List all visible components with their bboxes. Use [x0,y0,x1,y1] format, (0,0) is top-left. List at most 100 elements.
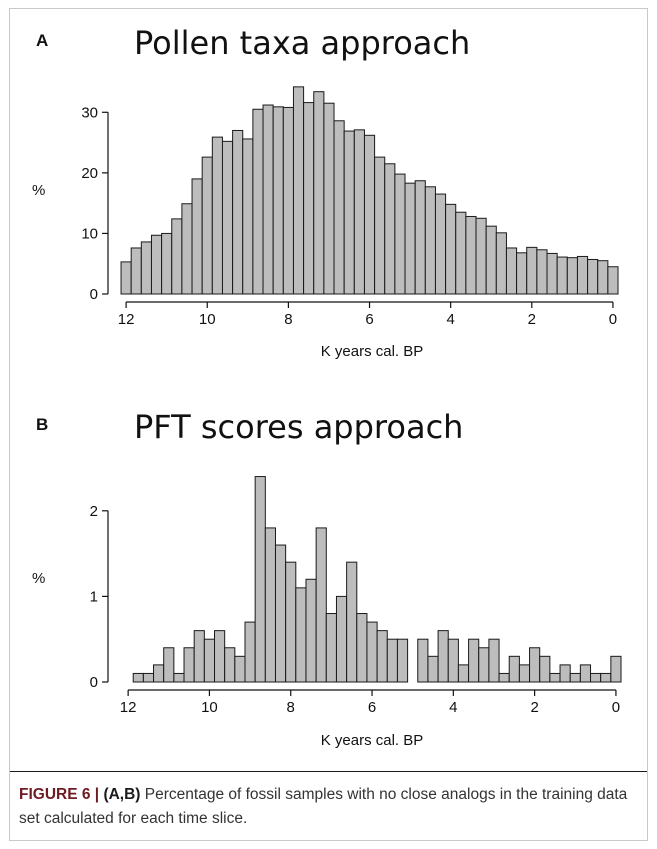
bar [485,225,497,295]
bar [600,672,612,683]
bar [325,613,337,683]
chart-title-b: PFT scores approach [134,408,463,446]
bar [142,672,155,683]
y-tick-label: 0 [90,674,98,691]
bar [468,638,480,683]
bar [181,203,193,295]
caption-panels: (A,B) [103,786,141,803]
bar [285,561,297,683]
bar [313,91,325,295]
bar [356,613,368,683]
x-tick-label: 10 [201,699,218,716]
y-tick-label: 10 [81,225,98,242]
bar [457,664,470,683]
bar [455,211,467,295]
chart-title-a: Pollen taxa approach [134,24,470,62]
bar [193,630,205,683]
bar [404,182,416,295]
bar [173,672,185,683]
bar [488,638,500,683]
bar [353,129,365,295]
bars-b [132,476,622,683]
bar [214,630,226,683]
bar [579,664,592,683]
x-tick-label: 8 [287,699,295,716]
bar [262,104,274,295]
bar [203,638,216,683]
y-tick-label: 2 [90,503,98,520]
y-tick-label: 1 [90,588,98,605]
bar [427,655,439,683]
x-tick-label: 10 [199,311,216,328]
bar [303,102,315,295]
bar [597,260,609,295]
bar [120,261,132,295]
bar [559,664,571,683]
bar [610,655,622,683]
bar [224,647,236,683]
bar [282,106,294,295]
bar [590,672,602,683]
bar [366,621,378,683]
bar [529,647,541,683]
bar [140,241,152,295]
bar [417,638,429,683]
bar [384,163,396,295]
y-axis-label-b: % [32,570,45,587]
bar [386,638,398,683]
caption-text: Percentage of fossil samples with no clo… [19,786,628,827]
bar [505,247,518,295]
bar [323,102,335,295]
bar [607,266,619,295]
bar [396,638,409,683]
chart-panel-a: A Pollen taxa approach % K years cal. BP… [32,24,619,360]
bar [132,672,144,683]
bar [335,595,348,683]
x-axis-label-a: K years cal. BP [321,343,424,360]
bar [343,130,355,295]
bar [264,527,276,683]
x-tick-label: 12 [118,311,135,328]
bar [424,186,436,295]
x-tick-label: 2 [530,699,538,716]
y-tick-label: 0 [90,286,98,303]
bar [201,156,213,295]
x-tick-label: 0 [612,699,620,716]
bar [191,178,203,295]
bar [183,647,195,683]
bar [254,476,266,683]
bar [587,258,599,295]
bars-a [120,86,619,295]
caption-figure-label: FIGURE 6 | [19,786,100,803]
bar [315,527,327,683]
bar [150,234,163,295]
y-tick-label: 20 [81,165,98,182]
bar [130,247,142,295]
chart-panel-b: B PFT scores approach % K years cal. BP … [32,408,622,749]
x-tick-label: 6 [368,699,376,716]
bar [232,129,244,295]
x-tick-label: 8 [284,311,292,328]
bar [546,252,558,295]
bar [242,138,254,295]
bar [292,86,305,295]
bar [153,664,165,683]
bar [295,587,307,683]
x-tick-label: 6 [365,311,373,328]
bar [363,134,376,295]
panel-label-a: A [36,31,48,50]
bar [333,120,345,295]
bar [374,156,386,295]
bar [566,257,578,295]
bar [376,630,388,683]
bar [475,217,487,295]
bar [244,621,256,683]
bar [171,218,183,295]
bar [498,672,510,683]
bar [518,664,531,683]
y-axis-label-a: % [32,182,45,199]
bar [434,193,447,295]
bar [508,655,520,683]
